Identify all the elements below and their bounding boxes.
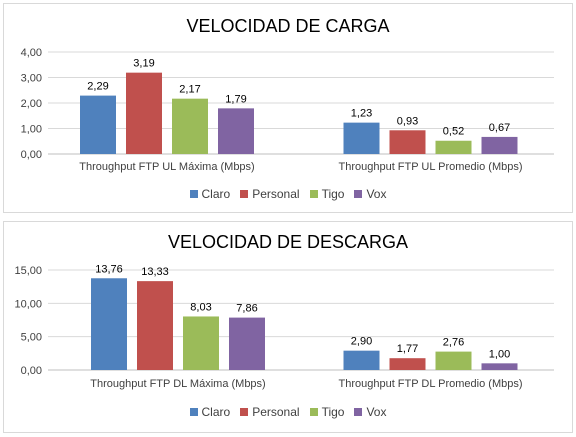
data-label: 1,79 bbox=[225, 93, 246, 105]
chart-title: VELOCIDAD DE DESCARGA bbox=[167, 232, 409, 252]
chart-legend: Claro Personal Tigo Vox bbox=[4, 405, 572, 419]
y-tick-label: 4,00 bbox=[21, 47, 42, 59]
chart-legend: Claro Personal Tigo Vox bbox=[4, 187, 572, 201]
legend-item-vox: Vox bbox=[354, 405, 386, 419]
legend-swatch bbox=[354, 408, 363, 416]
bar-claro bbox=[91, 278, 127, 370]
category-label: Throughput FTP DL Máxima (Mbps) bbox=[90, 378, 265, 390]
data-label: 8,03 bbox=[190, 301, 211, 313]
legend-label: Tigo bbox=[321, 405, 345, 419]
bar-personal bbox=[126, 72, 162, 154]
legend-label: Personal bbox=[252, 405, 300, 419]
bar-tigo bbox=[435, 351, 472, 370]
legend-label: Claro bbox=[201, 405, 231, 419]
upload-chart-panel: VELOCIDAD DE CARGA 0,00 1,00 2,00 3,00 4,00 2… bbox=[3, 3, 573, 213]
y-tick-label: 1,00 bbox=[21, 124, 42, 136]
category-label: Throughput FTP UL Máxima (Mbps) bbox=[79, 161, 254, 173]
legend-label: Vox bbox=[366, 187, 387, 201]
bar-personal bbox=[389, 358, 426, 370]
y-tick-label: 5,00 bbox=[21, 332, 42, 344]
bar-vox bbox=[218, 108, 254, 154]
y-tick-label: 3,00 bbox=[21, 73, 42, 85]
data-label: 2,76 bbox=[443, 337, 464, 349]
legend-item-vox: Vox bbox=[354, 187, 386, 201]
y-tick-label: 15,00 bbox=[14, 265, 42, 277]
bar-personal bbox=[389, 130, 426, 154]
bar-claro bbox=[343, 350, 380, 370]
y-tick-label: 0,00 bbox=[21, 149, 42, 161]
legend-swatch bbox=[240, 190, 249, 198]
legend-label: Vox bbox=[366, 405, 387, 419]
legend-swatch bbox=[309, 408, 318, 416]
data-label: 0,52 bbox=[443, 126, 464, 138]
legend-swatch bbox=[189, 408, 198, 416]
legend-item-tigo: Tigo bbox=[309, 405, 345, 419]
data-label: 0,93 bbox=[397, 115, 418, 127]
legend-item-personal: Personal bbox=[240, 405, 300, 419]
bar-tigo bbox=[183, 316, 219, 370]
legend-item-claro: Claro bbox=[189, 187, 231, 201]
legend-label: Tigo bbox=[321, 187, 345, 201]
data-label: 3,19 bbox=[133, 58, 154, 70]
legend-item-claro: Claro bbox=[189, 405, 231, 419]
data-label: 1,77 bbox=[397, 343, 418, 355]
bar-claro bbox=[343, 122, 380, 154]
data-label: 13,33 bbox=[141, 266, 169, 278]
bar-vox bbox=[481, 363, 518, 370]
bar-vox bbox=[481, 136, 518, 154]
data-label: 2,29 bbox=[87, 81, 108, 93]
bar-claro bbox=[80, 95, 116, 154]
data-label: 2,90 bbox=[351, 336, 372, 348]
data-label: 2,17 bbox=[179, 84, 200, 96]
data-label: 7,86 bbox=[236, 303, 257, 315]
y-tick-label: 10,00 bbox=[14, 298, 42, 310]
legend-swatch bbox=[189, 190, 198, 198]
download-chart-plot: 0,00 5,00 10,00 15,00 13,76 13,33 8,03 7,86 Thro… bbox=[14, 263, 554, 390]
category-label: Throughput FTP UL Promedio (Mbps) bbox=[338, 161, 522, 173]
legend-item-personal: Personal bbox=[240, 187, 300, 201]
legend-label: Claro bbox=[201, 187, 231, 201]
data-label: 1,00 bbox=[489, 348, 510, 360]
legend-swatch bbox=[309, 190, 318, 198]
y-tick-label: 0,00 bbox=[21, 365, 42, 377]
bar-personal bbox=[137, 281, 173, 370]
bar-tigo bbox=[172, 98, 208, 154]
bar-tigo bbox=[435, 140, 472, 154]
download-chart-panel: VELOCIDAD DE DESCARGA 0,00 5,00 10,00 15,00… bbox=[3, 221, 573, 433]
bar-vox bbox=[229, 317, 265, 370]
y-tick-label: 2,00 bbox=[21, 98, 42, 110]
legend-swatch bbox=[240, 408, 249, 416]
legend-item-tigo: Tigo bbox=[309, 187, 345, 201]
data-label: 1,23 bbox=[351, 108, 372, 120]
data-label: 0,67 bbox=[489, 122, 510, 134]
legend-label: Personal bbox=[252, 187, 300, 201]
category-label: Throughput FTP DL Promedio (Mbps) bbox=[338, 378, 522, 390]
data-label: 13,76 bbox=[95, 263, 123, 275]
legend-swatch bbox=[354, 190, 363, 198]
chart-title: VELOCIDAD DE CARGA bbox=[186, 16, 390, 36]
upload-chart-plot: 0,00 1,00 2,00 3,00 4,00 2,29 3,19 2,17 1,79 Thro… bbox=[21, 47, 554, 173]
